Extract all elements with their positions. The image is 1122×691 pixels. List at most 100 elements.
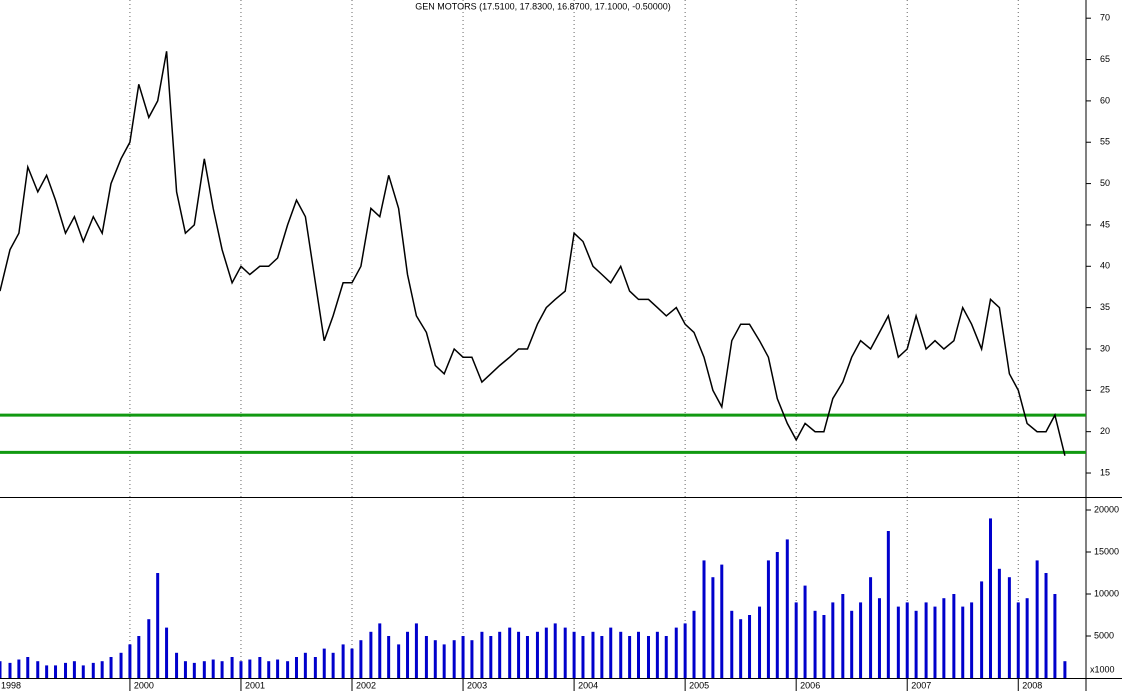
x-start-label: 1998 [1, 680, 21, 690]
x-tick-label: 2006 [800, 680, 820, 690]
volume-bar [692, 610, 696, 678]
x-tick-label: 2002 [356, 680, 376, 690]
price-line [0, 51, 1066, 456]
volume-bar [202, 661, 206, 678]
y2-tick-label: 20000 [1094, 504, 1119, 514]
x-tick-label: 2004 [578, 680, 598, 690]
volume-bar [924, 602, 928, 678]
y2-tick-label: 15000 [1094, 546, 1119, 556]
volume-bar [942, 598, 946, 678]
volume-bar [359, 640, 363, 678]
volume-bar [766, 560, 770, 678]
volume-bar [563, 627, 567, 678]
y-tick-label: 60 [1100, 95, 1110, 105]
volume-bar [989, 518, 993, 678]
volume-bar [525, 636, 529, 678]
volume-bar [303, 652, 307, 678]
volume-bar [517, 631, 521, 678]
volume-bar [775, 552, 779, 678]
volume-bar [183, 661, 187, 678]
volume-bar [387, 636, 391, 678]
volume-bar [952, 594, 956, 678]
x-tick-label: 2008 [1022, 680, 1042, 690]
volume-bar [397, 644, 401, 678]
volume-bar [683, 623, 687, 678]
volume-bar [869, 577, 873, 678]
volume-bar [72, 661, 76, 678]
y2-tick-label: 10000 [1094, 588, 1119, 598]
volume-bar [109, 657, 113, 678]
volume-bar [877, 598, 881, 678]
volume-bar [720, 564, 724, 678]
volume-bar [286, 661, 290, 678]
volume-bar [674, 627, 678, 678]
volume-bar [1063, 661, 1067, 678]
y2-tick-label: 5000 [1094, 630, 1114, 640]
y-tick-label: 20 [1100, 426, 1110, 436]
volume-bar [147, 619, 151, 678]
volume-bar [341, 644, 345, 678]
volume-bar [997, 568, 1001, 678]
volume-bar [739, 619, 743, 678]
volume-bar [442, 644, 446, 678]
volume-bar [914, 610, 918, 678]
x-tick-label: 2001 [245, 680, 265, 690]
y-tick-label: 50 [1100, 178, 1110, 188]
volume-bar [822, 615, 826, 678]
volume-bar [886, 531, 890, 678]
volume-bar [175, 652, 179, 678]
y-tick-label: 55 [1100, 137, 1110, 147]
volume-bar [748, 615, 752, 678]
volume-bar [619, 631, 623, 678]
volume-bar [489, 636, 493, 678]
volume-bar [905, 602, 909, 678]
y-tick-label: 15 [1100, 467, 1110, 477]
volume-bar [128, 644, 132, 678]
volume-bar [331, 652, 335, 678]
volume-bar [91, 662, 95, 678]
volume-bar [276, 659, 280, 678]
volume-bar [794, 602, 798, 678]
volume-bar [508, 627, 512, 678]
chart-title: GEN MOTORS (17.5100, 17.8300, 16.8700, 1… [415, 1, 671, 11]
volume-bar [480, 631, 484, 678]
volume-bar [498, 631, 502, 678]
volume-bar [544, 627, 548, 678]
volume-bar [803, 585, 807, 678]
volume-bar [378, 623, 382, 678]
volume-bar [470, 640, 474, 678]
volume-bar [813, 610, 817, 678]
volume-bar [581, 636, 585, 678]
volume-bar [414, 623, 418, 678]
volume-bar [730, 610, 734, 678]
volume-bar [859, 602, 863, 678]
x-tick-label: 2000 [134, 680, 154, 690]
volume-bar [248, 659, 252, 678]
x-tick-label: 2005 [689, 680, 709, 690]
volume-bar [636, 631, 640, 678]
volume-bar [165, 627, 169, 678]
volume-bar [933, 606, 937, 678]
volume-bar [758, 606, 762, 678]
y-tick-label: 25 [1100, 385, 1110, 395]
volume-bar [156, 573, 160, 678]
volume-bar [45, 665, 49, 678]
volume-bar [239, 661, 243, 678]
volume-bar [961, 606, 965, 678]
volume-bar [655, 631, 659, 678]
volume-bar [267, 661, 271, 678]
y-tick-label: 70 [1100, 13, 1110, 23]
volume-bar [211, 659, 215, 678]
volume-bar [433, 640, 437, 678]
y-tick-label: 45 [1100, 219, 1110, 229]
volume-bar [452, 640, 456, 678]
volume-bar [646, 636, 650, 678]
volume-bar [628, 636, 632, 678]
volume-bar [609, 627, 613, 678]
volume-bar [424, 636, 428, 678]
y-tick-label: 30 [1100, 343, 1110, 353]
volume-bar [36, 661, 40, 678]
volume-bar [572, 631, 576, 678]
